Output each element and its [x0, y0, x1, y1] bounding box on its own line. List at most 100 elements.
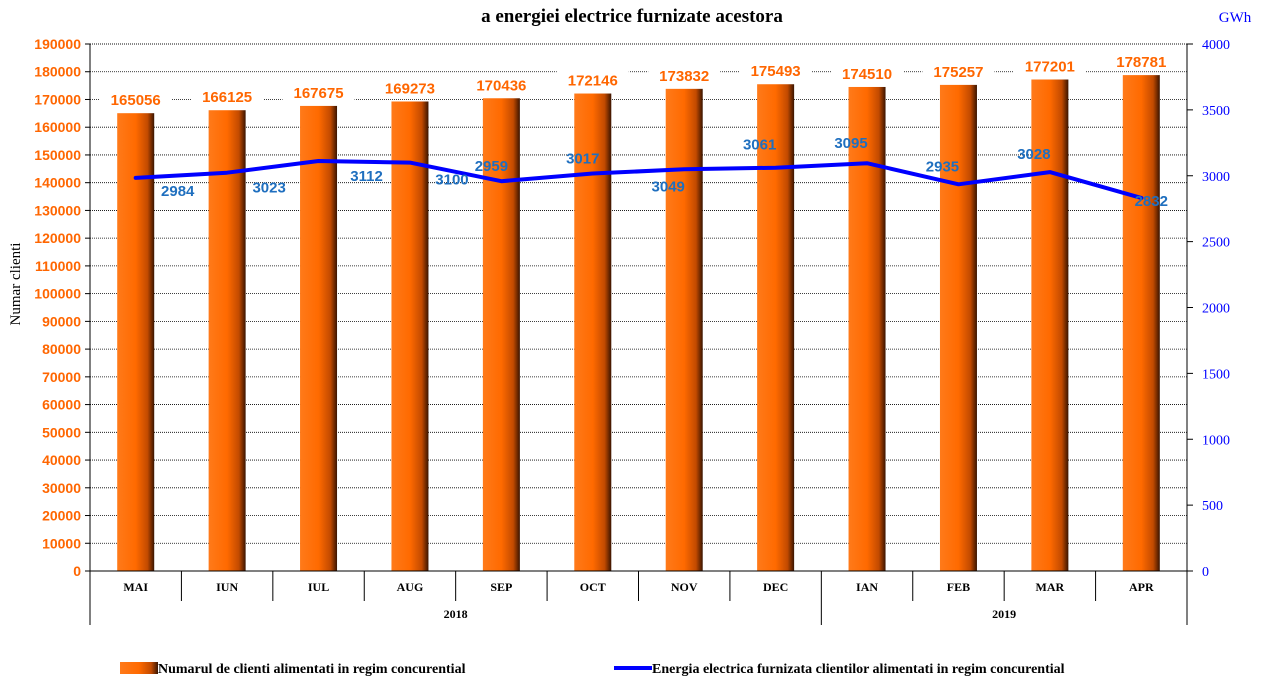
bar-value-label: 170436	[476, 77, 526, 94]
line-value-label: 3061	[743, 137, 776, 154]
bar-value-label-bg	[648, 65, 721, 85]
line-value-label: 2984	[161, 183, 195, 200]
line-value-label: 3049	[652, 178, 685, 195]
line-value-label: 3095	[834, 135, 867, 152]
bar-value-label: 166125	[202, 89, 252, 106]
bar-value-label: 173832	[659, 68, 709, 85]
bar-series	[117, 75, 1160, 572]
line-value-label: 2935	[926, 158, 959, 175]
y2-tick-label: 500	[1202, 499, 1223, 514]
y-tick-label: 0	[73, 563, 81, 579]
y-tick-label: 70000	[42, 369, 81, 385]
legend-label-bars: Numarul de clienti alimentati in regim c…	[158, 662, 466, 677]
bar	[300, 105, 338, 572]
bar-value-label: 167675	[294, 85, 344, 102]
y2-tick-label: 1500	[1202, 367, 1230, 382]
y-tick-label: 20000	[42, 508, 81, 524]
x-tick-label: AUG	[397, 580, 424, 594]
bar	[391, 101, 429, 572]
bar	[1122, 75, 1160, 571]
bar-value-label-bg	[373, 78, 446, 98]
y2-tick-label: 2000	[1202, 302, 1230, 317]
energy-line	[133, 159, 1144, 200]
bar	[117, 113, 155, 572]
y2-tick-label: 1000	[1202, 433, 1230, 448]
line-series	[133, 159, 1144, 200]
y2-tick-label: 3500	[1202, 104, 1230, 119]
bar	[208, 110, 246, 571]
bar-value-label: 169273	[385, 80, 435, 97]
x-tick-label: DEC	[763, 580, 788, 594]
x-tick-label: SEP	[490, 580, 512, 594]
y-tick-label: 90000	[42, 313, 81, 329]
y-tick-label: 100000	[34, 286, 81, 302]
bar-value-label-bg	[922, 61, 995, 81]
bar	[665, 88, 703, 572]
y-tick-label: 110000	[35, 258, 81, 274]
bar-value-label-bg	[465, 75, 538, 95]
x-tick-label: IUN	[216, 580, 238, 594]
bar-value-label-bg	[556, 70, 629, 90]
bar-value-label-bg	[191, 87, 264, 107]
y2-tick-label: 0	[1202, 565, 1209, 580]
data-labels: 165056 166125 167675 169273 170436 172146 1738…	[99, 52, 1178, 210]
x-tick-label: MAR	[1036, 580, 1065, 594]
y2-tick-label: 3000	[1202, 170, 1230, 185]
x-tick-label: IUL	[308, 580, 329, 594]
y-axis-label: Numar clienti	[8, 243, 24, 326]
y-tick-label: 150000	[34, 147, 81, 163]
y-tick-label: 190000	[34, 36, 81, 52]
x-tick-label: APR	[1129, 580, 1154, 594]
y-tick-label: 30000	[42, 480, 81, 496]
line-value-label: 3023	[252, 180, 285, 197]
bar-value-label: 178781	[1116, 54, 1166, 71]
y-tick-label: 80000	[42, 341, 81, 357]
y-tick-label: 140000	[34, 175, 81, 191]
x-tick-label: IAN	[856, 580, 878, 594]
year-group-label: 2018	[444, 607, 468, 621]
x-tick-label: MAI	[123, 580, 148, 594]
bar	[1031, 79, 1069, 572]
y2-axis-label: GWh	[1219, 10, 1252, 26]
y-tick-label: 10000	[42, 535, 81, 551]
y-tick-label: 50000	[42, 424, 81, 440]
gridlines	[90, 43, 1187, 544]
bar-value-label-bg	[99, 90, 172, 110]
bar	[848, 86, 886, 572]
bar-value-label: 165056	[111, 92, 161, 109]
line-value-label: 3028	[1017, 146, 1050, 163]
y-tick-label: 170000	[34, 91, 81, 107]
legend-swatch-bars	[120, 662, 158, 674]
y-tick-label: 130000	[34, 202, 81, 218]
bar-value-label: 174510	[842, 66, 892, 83]
bar-value-label-bg	[831, 63, 904, 83]
legend-item-bars: Numarul de clienti alimentati in regim c…	[120, 662, 466, 677]
legend: Numarul de clienti alimentati in regim c…	[120, 662, 1065, 677]
bar-value-label: 175493	[751, 63, 801, 80]
bar	[757, 84, 795, 571]
axes: 0100002000030000400005000060000700008000…	[34, 36, 1230, 625]
y2-tick-label: 2500	[1202, 236, 1230, 251]
line-value-label: 2959	[475, 158, 508, 175]
line-value-label: 3017	[566, 151, 599, 168]
bar-value-label-bg	[1105, 52, 1178, 72]
line-value-label: 3100	[435, 172, 468, 189]
line-value-label: 2832	[1135, 193, 1168, 210]
y-tick-label: 160000	[34, 119, 81, 135]
legend-item-line: Energia electrica furnizata clientilor a…	[614, 662, 1065, 677]
bar-value-label: 172146	[568, 73, 618, 90]
chart-title: a energiei electrice furnizate acestora	[481, 6, 783, 27]
bar-value-label-bg	[1013, 56, 1086, 76]
year-group-label: 2019	[992, 607, 1016, 621]
x-tick-label: NOV	[671, 580, 698, 594]
x-tick-label: OCT	[580, 580, 606, 594]
bar-value-label: 175257	[933, 64, 983, 81]
y-tick-label: 60000	[42, 397, 81, 413]
bar-value-label-bg	[282, 82, 355, 102]
y-tick-label: 40000	[42, 452, 81, 468]
bar-value-label: 177201	[1025, 59, 1075, 76]
y-tick-label: 180000	[34, 64, 81, 80]
legend-label-line: Energia electrica furnizata clientilor a…	[652, 662, 1065, 677]
